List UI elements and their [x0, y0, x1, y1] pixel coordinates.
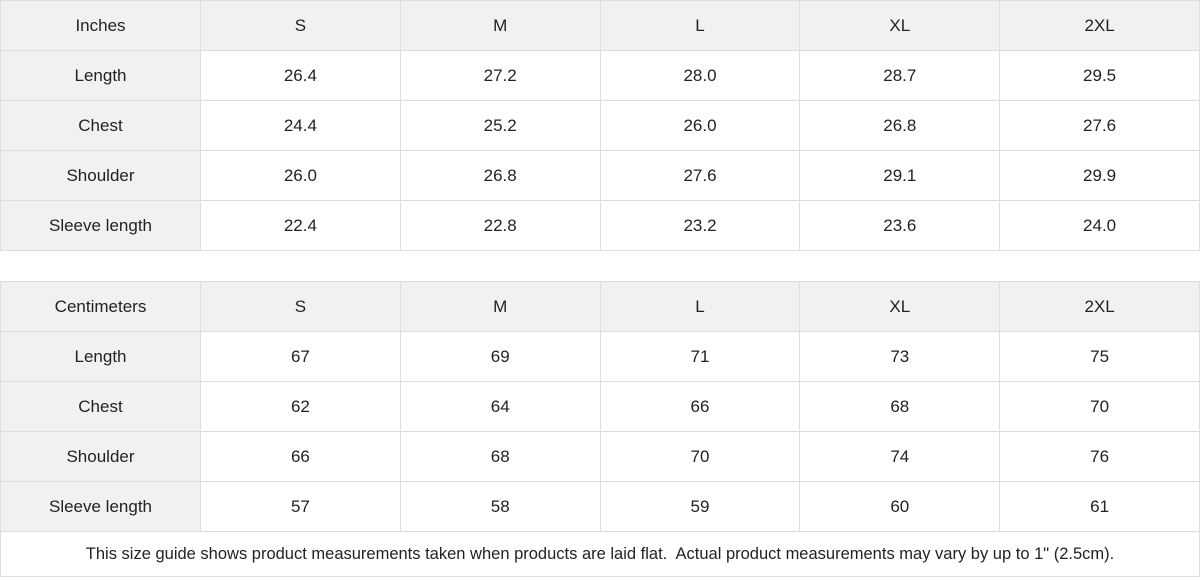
table-row: Length 67 69 71 73 75 [0, 331, 1200, 382]
measurement-value: 66 [599, 381, 801, 432]
measurement-value: 67 [200, 331, 401, 382]
table-row: Length 26.4 27.2 28.0 28.7 29.5 [0, 50, 1200, 101]
measurement-value: 26.0 [200, 150, 401, 201]
size-header-2xl: 2XL [999, 0, 1200, 51]
table-row: Shoulder 66 68 70 74 76 [0, 431, 1200, 482]
measurement-label: Chest [0, 381, 201, 432]
measurement-value: 68 [399, 431, 601, 482]
centimeters-table: Centimeters S M L XL 2XL Length 67 69 71 73 75 Chest… [0, 281, 1200, 532]
table-row: Sleeve length 22.4 22.8 23.2 23.6 24.0 [0, 200, 1200, 251]
measurement-value: 68 [799, 381, 1001, 432]
measurement-value: 61 [999, 481, 1200, 532]
size-header-s: S [200, 0, 401, 51]
measurement-value: 22.4 [200, 200, 401, 251]
table-gap-divider [0, 251, 1200, 281]
measurement-label: Length [0, 50, 201, 101]
measurement-label: Sleeve length [0, 481, 201, 532]
measurement-value: 75 [999, 331, 1200, 382]
size-header-m: M [399, 281, 601, 332]
inches-header-row: Inches S M L XL 2XL [0, 0, 1200, 51]
measurement-value: 26.8 [799, 100, 1001, 151]
size-header-s: S [200, 281, 401, 332]
measurement-label: Sleeve length [0, 200, 201, 251]
measurement-value: 70 [599, 431, 801, 482]
measurement-value: 29.1 [799, 150, 1001, 201]
size-header-m: M [399, 0, 601, 51]
measurement-value: 58 [399, 481, 601, 532]
measurement-label: Shoulder [0, 150, 201, 201]
measurement-value: 24.0 [999, 200, 1200, 251]
measurement-value: 25.2 [399, 100, 601, 151]
measurement-label: Chest [0, 100, 201, 151]
measurement-value: 73 [799, 331, 1001, 382]
inches-unit-label: Inches [0, 0, 201, 51]
table-row: Shoulder 26.0 26.8 27.6 29.1 29.9 [0, 150, 1200, 201]
measurement-value: 64 [399, 381, 601, 432]
table-row: Chest 24.4 25.2 26.0 26.8 27.6 [0, 100, 1200, 151]
measurement-value: 27.6 [599, 150, 801, 201]
measurement-value: 71 [599, 331, 801, 382]
size-guide-note: This size guide shows product measuremen… [0, 532, 1200, 577]
table-row: Chest 62 64 66 68 70 [0, 381, 1200, 432]
measurement-value: 26.4 [200, 50, 401, 101]
inches-table: Inches S M L XL 2XL Length 26.4 27.2 28.0 28.7 29.5… [0, 0, 1200, 251]
measurement-value: 29.5 [999, 50, 1200, 101]
measurement-value: 22.8 [399, 200, 601, 251]
size-header-xl: XL [799, 0, 1001, 51]
measurement-value: 66 [200, 431, 401, 482]
measurement-value: 24.4 [200, 100, 401, 151]
measurement-value: 23.6 [799, 200, 1001, 251]
measurement-value: 70 [999, 381, 1200, 432]
measurement-label: Length [0, 331, 201, 382]
measurement-value: 26.0 [599, 100, 801, 151]
table-row: Sleeve length 57 58 59 60 61 [0, 481, 1200, 532]
measurement-value: 59 [599, 481, 801, 532]
size-header-l: L [599, 0, 801, 51]
measurement-value: 29.9 [999, 150, 1200, 201]
centimeters-header-row: Centimeters S M L XL 2XL [0, 281, 1200, 332]
measurement-value: 23.2 [599, 200, 801, 251]
measurement-value: 28.0 [599, 50, 801, 101]
measurement-value: 28.7 [799, 50, 1001, 101]
centimeters-unit-label: Centimeters [0, 281, 201, 332]
measurement-value: 69 [399, 331, 601, 382]
measurement-value: 76 [999, 431, 1200, 482]
measurement-value: 62 [200, 381, 401, 432]
size-header-xl: XL [799, 281, 1001, 332]
measurement-value: 27.2 [399, 50, 601, 101]
measurement-value: 57 [200, 481, 401, 532]
measurement-value: 27.6 [999, 100, 1200, 151]
measurement-value: 26.8 [399, 150, 601, 201]
measurement-value: 60 [799, 481, 1001, 532]
measurement-value: 74 [799, 431, 1001, 482]
measurement-label: Shoulder [0, 431, 201, 482]
size-header-l: L [599, 281, 801, 332]
size-header-2xl: 2XL [999, 281, 1200, 332]
